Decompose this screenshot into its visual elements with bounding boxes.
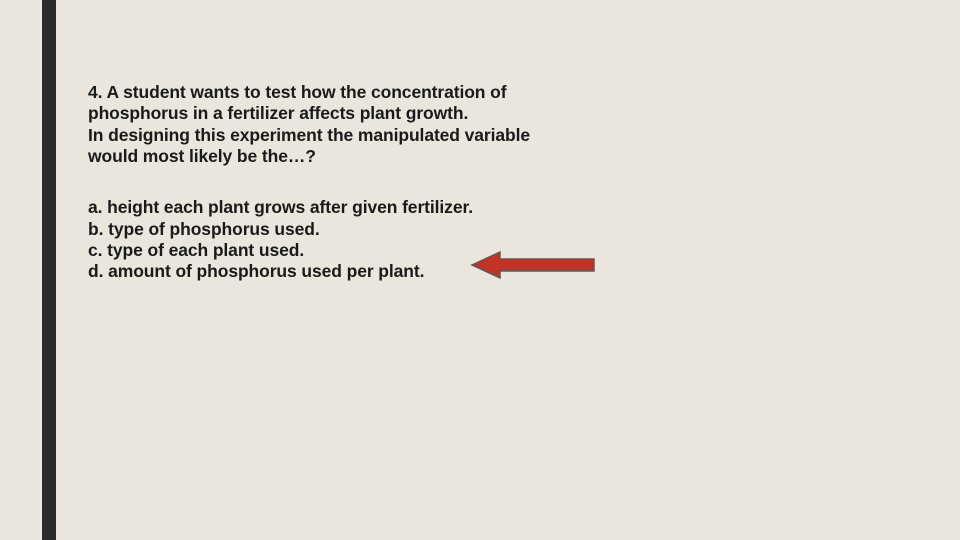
option-d: d. amount of phosphorus used per plant. (88, 261, 708, 282)
option-b: b. type of phosphorus used. (88, 219, 708, 240)
question-line-3: In designing this experiment the manipul… (88, 125, 708, 146)
slide-content: 4. A student wants to test how the conce… (88, 82, 708, 283)
question-block: 4. A student wants to test how the conce… (88, 82, 708, 167)
question-line-2: phosphorus in a fertilizer affects plant… (88, 103, 708, 124)
option-c: c. type of each plant used. (88, 240, 708, 261)
answer-arrow (470, 250, 596, 280)
options-block: a. height each plant grows after given f… (88, 197, 708, 282)
option-a: a. height each plant grows after given f… (88, 197, 708, 218)
question-line-1: 4. A student wants to test how the conce… (88, 82, 708, 103)
left-arrow-icon (472, 252, 594, 278)
question-line-4: would most likely be the…? (88, 146, 708, 167)
vertical-sidebar (42, 0, 56, 540)
